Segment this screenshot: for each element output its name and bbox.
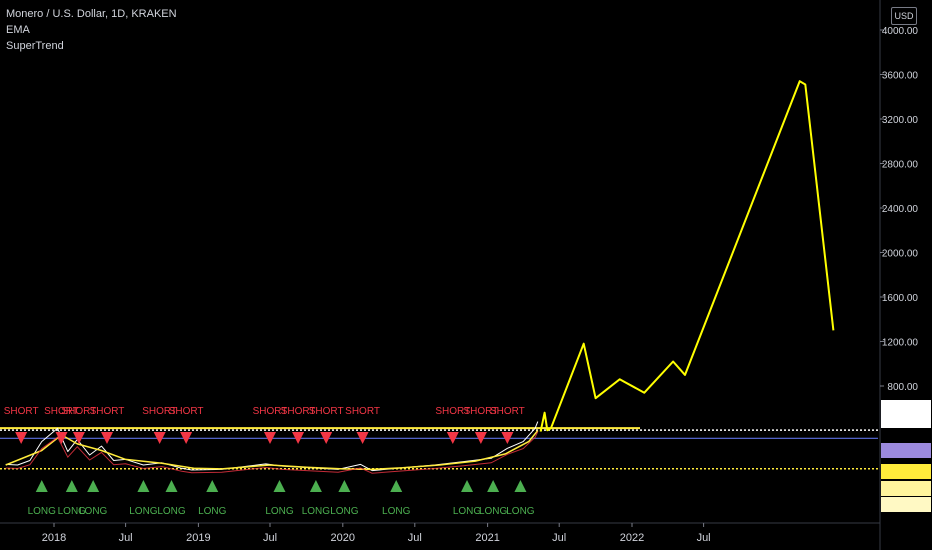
- short-signal-arrow: [180, 432, 193, 444]
- price-tick-label: 3600.00: [882, 71, 919, 82]
- price-tick-label: 4000.00: [882, 26, 919, 37]
- short-signal-label: SHORT: [44, 406, 79, 417]
- currency-button[interactable]: USD: [891, 7, 917, 25]
- short-signal-arrow: [501, 432, 514, 444]
- long-signal-label: LONG: [79, 506, 108, 517]
- short-signal-arrow: [320, 432, 333, 444]
- short-signal-arrow: [72, 432, 85, 444]
- long-signal-arrow: [487, 480, 500, 492]
- short-signal-label: SHORT: [90, 406, 125, 417]
- long-signal-label: LONG: [58, 506, 87, 517]
- long-signal-arrow: [87, 480, 100, 492]
- time-tick-label: Jul: [697, 532, 711, 544]
- long-signal-arrow: [273, 480, 286, 492]
- price-badge: [881, 481, 931, 496]
- time-tick-label: 2019: [186, 532, 210, 544]
- short-signal-label: SHORT: [142, 406, 177, 417]
- long-signal-label: LONG: [28, 506, 57, 517]
- short-signal-arrow: [153, 432, 166, 444]
- time-tick-label: 2018: [42, 532, 66, 544]
- chart-legend: Monero / U.S. Dollar, 1D, KRAKEN EMA Sup…: [6, 6, 177, 54]
- short-signal-label: SHORT: [435, 406, 470, 417]
- series-layer: [5, 80, 835, 474]
- long-signal-label: LONG: [382, 506, 411, 517]
- symbol-title[interactable]: Monero / U.S. Dollar, 1D, KRAKEN: [6, 8, 177, 20]
- long-signal-arrow: [514, 480, 527, 492]
- price-badge: [881, 400, 931, 428]
- long-signal-label: LONG: [453, 506, 482, 517]
- short-signal-arrow: [15, 432, 28, 444]
- short-signal-arrow: [356, 432, 369, 444]
- short-signal-arrow: [292, 432, 305, 444]
- long-signal-label: LONG: [198, 506, 227, 517]
- long-signal-arrow: [461, 480, 474, 492]
- long-signal-label: LONG: [157, 506, 186, 517]
- series-price-line: [5, 421, 539, 472]
- price-tick-label: 2800.00: [882, 160, 919, 171]
- short-signal-label: SHORT: [345, 406, 380, 417]
- short-signal-label: SHORT: [62, 406, 97, 417]
- series-ema-line: [5, 430, 539, 471]
- long-signal-arrow: [206, 480, 219, 492]
- long-signal-label: LONG: [330, 506, 359, 517]
- price-badges: 403.1212:31:44376.4556.6046.5242.47: [881, 400, 931, 526]
- long-signal-label: LONG: [302, 506, 331, 517]
- price-tick-label: 2400.00: [882, 204, 919, 215]
- series-supertrend-line: [5, 431, 539, 474]
- price-tick-label: 1200.00: [882, 338, 919, 349]
- price-badge: [881, 443, 931, 458]
- long-signal-arrow: [137, 480, 150, 492]
- price-badge: [881, 497, 931, 512]
- price-tick-label: 2000.00: [882, 249, 919, 260]
- time-tick-label: 2021: [475, 532, 499, 544]
- long-signal-arrow: [309, 480, 322, 492]
- price-badge: [881, 464, 931, 479]
- time-tick-label: Jul: [408, 532, 422, 544]
- series-projection-line: [539, 80, 835, 432]
- price-tick-label: 1600.00: [882, 293, 919, 304]
- time-axis[interactable]: 2018 Jul 2019 Jul 2020 Jul 2021 Jul 2022 Jul: [0, 522, 880, 544]
- short-signal-label: SHORT: [253, 406, 288, 417]
- price-badge-label: 42.47: [885, 515, 910, 526]
- short-signal-label: SHORT: [4, 406, 39, 417]
- price-tick-label: 3200.00: [882, 115, 919, 126]
- short-signal-arrow: [264, 432, 277, 444]
- price-axis[interactable]: 4000.00 3600.00 3200.00 2800.00 2400.00 2000.…: [879, 0, 919, 550]
- long-signal-label: LONG: [506, 506, 535, 517]
- long-signal-arrow: [338, 480, 351, 492]
- short-signal-label: SHORT: [463, 406, 498, 417]
- long-signal-label: LONG: [129, 506, 158, 517]
- time-tick-label: Jul: [119, 532, 133, 544]
- short-signal-label: SHORT: [281, 406, 316, 417]
- time-tick-label: 2020: [331, 532, 355, 544]
- long-signal-arrow: [390, 480, 403, 492]
- horizontal-lines: [0, 427, 878, 470]
- time-tick-label: Jul: [552, 532, 566, 544]
- short-signal-label: SHORT: [490, 406, 525, 417]
- short-signal-label: SHORT: [309, 406, 344, 417]
- price-tick-label: 800.00: [887, 382, 918, 393]
- short-signal-arrow: [55, 432, 68, 444]
- long-signal-arrow: [165, 480, 178, 492]
- indicator-supertrend-label[interactable]: SuperTrend: [6, 40, 64, 52]
- time-tick-label: 2022: [620, 532, 644, 544]
- short-signal-arrow: [474, 432, 487, 444]
- long-signal-label: LONG: [265, 506, 294, 517]
- long-signal-arrow: [65, 480, 78, 492]
- long-signal-arrow: [35, 480, 48, 492]
- price-badge-label: 403.12: [885, 431, 916, 442]
- short-signal-arrow: [101, 432, 114, 444]
- indicator-ema-label[interactable]: EMA: [6, 24, 30, 36]
- short-signal-arrow: [446, 432, 459, 444]
- short-signal-label: SHORT: [169, 406, 204, 417]
- time-tick-label: Jul: [263, 532, 277, 544]
- long-signal-label: LONG: [479, 506, 508, 517]
